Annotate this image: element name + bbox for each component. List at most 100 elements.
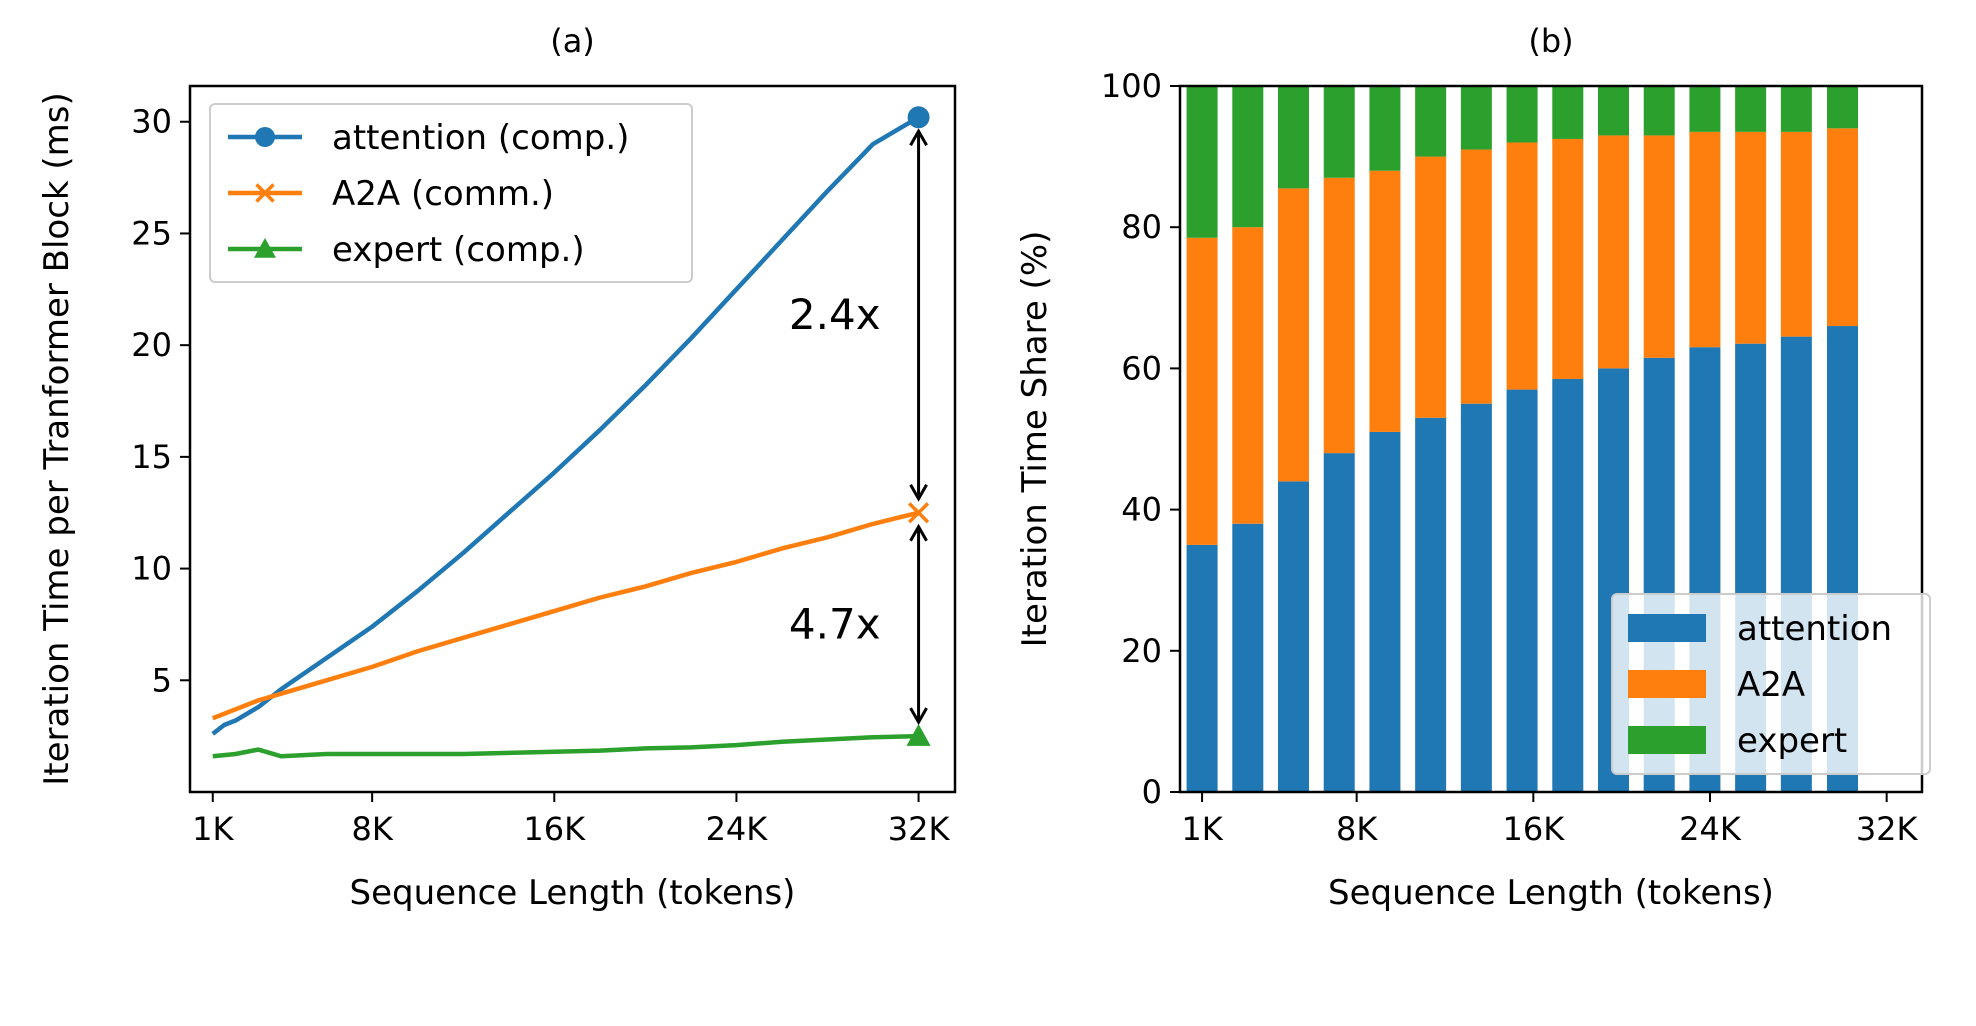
marker-x [907,502,930,524]
legend-label: attention [1737,609,1892,649]
bar-segment-attention [1186,544,1218,792]
marker-circle [255,127,275,147]
bar-segment-expert [1552,86,1584,139]
bar-segment-a2a [1278,188,1310,482]
y-tick-label: 40 [1121,491,1162,529]
bar-segment-attention [1323,453,1355,792]
bar-segment-expert [1780,86,1812,132]
marker-x [255,183,275,203]
panel-b-title: (b) [1528,22,1573,60]
legend-box [209,103,693,283]
annotation-label: 4.7x [789,599,881,648]
y-tick-label: 10 [131,550,172,588]
marker-triangle [906,724,931,746]
legend-label: expert (comp.) [332,230,585,270]
bar-segment-attention [1460,403,1492,792]
y-tick-label: 20 [1121,632,1162,670]
y-tick-label: 30 [131,103,172,141]
bar-segment-expert [1323,86,1355,178]
series-line [211,510,920,721]
panel-a-series [211,106,931,759]
bar-segment-a2a [1827,128,1858,327]
legend-swatch [1628,670,1706,698]
bar-segment-expert [1643,86,1675,136]
marker-triangle [254,238,276,258]
bar-segment-a2a [1552,138,1584,379]
x-tick-label: 1K [192,810,234,848]
y-tick-label: 80 [1121,208,1162,246]
x-tick-label: 32K [1856,810,1919,848]
y-tick-label: 15 [131,438,172,476]
x-tick-label: 8K [1336,810,1378,848]
bar-segment-a2a [1643,135,1675,358]
bar-segment-a2a [1506,142,1538,390]
bar-segment-a2a [1597,135,1629,369]
panel-b-legend: attention A2A expert [1611,593,1931,775]
series-line [211,115,920,736]
bar-segment-a2a [1689,131,1721,348]
bar-segment-attention [1369,431,1401,792]
bar-segment-a2a [1460,149,1492,404]
x-tick-label: 8K [351,810,393,848]
bar-segment-a2a [1369,170,1401,432]
panel-a-legend: attention (comp.) A2A (comm.) expert (comp… [209,103,693,283]
bar-segment-expert [1597,86,1629,136]
x-tick-label: 32K [888,810,951,848]
annotation-arrowhead [909,128,928,147]
bar-segment-attention [1232,523,1264,792]
y-tick-label: 25 [131,214,172,252]
bar-segment-expert [1827,86,1858,129]
panel-a-axes: 1K 8K 16K 24K 32K 5 10 15 20 25 30 [131,84,957,848]
legend-label: expert [1737,721,1847,761]
y-tick-label: 0 [1142,773,1162,811]
legend-label: A2A (comm.) [332,174,554,214]
series-line [212,733,919,759]
bar-segment-expert [1232,86,1264,228]
panel-a-annotations: 2.4x 4.7x [789,128,928,726]
bar-segment-expert [1460,86,1492,150]
bar-segment-a2a [1735,131,1767,344]
marker-circle [907,106,930,129]
panel-b-stacked-bar-chart: (b) 1K 8K 16K 24K 32K 0 20 40 60 80 100 attention A… [1015,22,1931,913]
bar-segment-a2a [1232,227,1264,524]
bar-segment-attention [1278,481,1310,792]
panel-b-axes: 1K 8K 16K 24K 32K 0 20 40 60 80 100 [1101,67,1924,848]
bar-segment-attention [1506,389,1538,792]
panel-a-line-chart: (a) 1K 8K 16K 24K 32K 5 10 15 20 25 30 2.4x 4.7x at… [37,22,957,913]
y-tick-label: 100 [1101,67,1162,105]
x-tick-label: 24K [706,810,769,848]
bar-segment-a2a [1186,237,1218,545]
y-tick-label: 20 [131,326,172,364]
x-tick-label: 1K [1181,810,1223,848]
bar-segment-expert [1735,86,1767,132]
legend-swatch [1628,726,1706,754]
panel-a-y-axis-label: Iteration Time per Tranformer Block (ms) [37,92,77,786]
y-tick-label: 5 [152,661,172,699]
panel-b-x-axis-label: Sequence Length (tokens) [1328,873,1774,913]
bar-segment-a2a [1415,156,1447,418]
bar-segment-a2a [1780,131,1812,337]
panel-b-y-axis-label: Iteration Time Share (%) [1015,231,1055,648]
bar-segment-attention [1552,378,1584,792]
panel-a-frame [188,84,957,794]
bar-segment-expert [1369,86,1401,171]
bar-segment-expert [1506,86,1538,143]
legend-swatch [1628,614,1706,642]
legend-label: A2A [1737,665,1805,705]
annotation-arrowhead [909,523,928,542]
annotation-label: 2.4x [789,290,881,339]
panel-a-title: (a) [550,22,595,60]
bar-segment-expert [1415,86,1447,157]
annotation-arrowhead [909,483,928,502]
bar-segment-expert [1186,86,1218,238]
y-tick-label: 60 [1121,349,1162,387]
bar-segment-attention [1415,417,1447,792]
annotation-arrowhead [909,707,928,726]
x-tick-label: 16K [523,810,586,848]
bar-segment-expert [1689,86,1721,132]
legend-label: attention (comp.) [332,118,629,158]
bar-segment-a2a [1323,177,1355,454]
x-tick-label: 16K [1502,810,1565,848]
x-tick-label: 24K [1679,810,1742,848]
